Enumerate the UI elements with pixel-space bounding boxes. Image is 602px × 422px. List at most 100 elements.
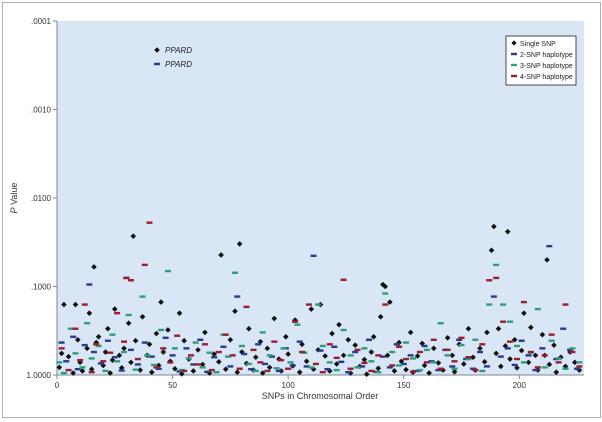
data-point bbox=[179, 371, 185, 377]
legend-marker bbox=[511, 40, 517, 46]
data-point bbox=[430, 338, 437, 341]
data-point bbox=[123, 276, 130, 280]
data-point bbox=[153, 366, 160, 369]
data-point bbox=[368, 360, 375, 363]
data-point bbox=[527, 350, 534, 354]
legend: Single SNP 2-SNP haplotype 3-SNP haplotype… bbox=[505, 35, 577, 86]
data-point bbox=[574, 367, 581, 370]
data-point bbox=[472, 338, 479, 341]
x-tick-label: 0 bbox=[55, 381, 60, 390]
data-point bbox=[139, 295, 146, 298]
data-point bbox=[202, 329, 208, 336]
data-point bbox=[345, 336, 352, 343]
data-point bbox=[148, 369, 155, 376]
data-point bbox=[61, 301, 67, 308]
data-point bbox=[171, 347, 178, 350]
data-point bbox=[470, 354, 476, 361]
data-point bbox=[481, 359, 488, 365]
data-point bbox=[271, 315, 278, 322]
data-point bbox=[172, 365, 178, 372]
data-point bbox=[248, 368, 255, 371]
data-point bbox=[361, 356, 368, 363]
data-point bbox=[426, 370, 432, 376]
data-point bbox=[100, 360, 107, 363]
data-point bbox=[215, 350, 222, 354]
data-point bbox=[257, 361, 264, 364]
data-point bbox=[243, 305, 250, 309]
data-point bbox=[250, 348, 257, 352]
legend-label: Single SNP bbox=[520, 41, 556, 48]
data-point bbox=[444, 348, 451, 352]
data-point bbox=[491, 223, 497, 230]
data-point bbox=[329, 330, 335, 337]
data-point bbox=[347, 354, 354, 357]
data-point bbox=[93, 343, 100, 346]
data-point bbox=[423, 361, 430, 364]
data-point bbox=[493, 276, 500, 280]
data-point bbox=[139, 314, 146, 320]
series-3 bbox=[58, 221, 583, 374]
data-point bbox=[201, 343, 208, 346]
data-point bbox=[513, 344, 520, 348]
data-point bbox=[255, 343, 262, 346]
data-point bbox=[127, 348, 134, 352]
x-tick-label: 150 bbox=[397, 381, 411, 390]
data-point bbox=[326, 368, 333, 374]
data-point bbox=[502, 343, 509, 349]
data-point bbox=[88, 371, 95, 374]
data-point bbox=[333, 361, 340, 367]
data-point bbox=[345, 371, 352, 374]
x-tick-label: 100 bbox=[281, 381, 295, 390]
data-point bbox=[197, 338, 204, 341]
data-point bbox=[181, 369, 188, 373]
data-point bbox=[548, 339, 555, 342]
data-point bbox=[539, 347, 546, 350]
data-point bbox=[338, 360, 345, 364]
annotation-marker bbox=[154, 47, 160, 53]
data-point bbox=[236, 241, 243, 247]
data-point bbox=[486, 303, 493, 306]
data-point bbox=[571, 359, 578, 366]
data-point bbox=[553, 369, 560, 376]
data-point bbox=[225, 355, 232, 358]
data-point bbox=[421, 362, 428, 369]
data-point bbox=[148, 355, 155, 358]
data-point bbox=[190, 363, 197, 366]
data-point bbox=[370, 333, 377, 340]
data-point bbox=[407, 329, 414, 336]
data-point bbox=[361, 347, 368, 350]
data-point bbox=[114, 360, 121, 363]
data-point bbox=[303, 358, 310, 365]
data-point bbox=[488, 247, 495, 254]
data-point bbox=[155, 367, 162, 370]
data-point bbox=[465, 357, 472, 361]
data-point bbox=[280, 347, 287, 350]
data-point bbox=[206, 370, 213, 376]
data-point bbox=[116, 352, 123, 359]
data-point bbox=[231, 271, 238, 274]
data-point bbox=[239, 349, 245, 355]
data-point bbox=[130, 233, 137, 239]
data-point bbox=[134, 357, 141, 361]
data-point bbox=[109, 333, 116, 336]
data-point bbox=[544, 257, 550, 263]
data-point bbox=[72, 352, 79, 355]
data-point bbox=[294, 323, 301, 326]
data-point bbox=[333, 368, 340, 372]
data-point bbox=[528, 324, 534, 331]
data-point bbox=[382, 292, 389, 295]
data-point bbox=[451, 360, 458, 363]
y-tick-label: .0001 bbox=[31, 17, 52, 26]
data-point bbox=[534, 307, 541, 311]
data-point bbox=[403, 341, 410, 344]
data-point bbox=[525, 354, 532, 357]
data-point bbox=[354, 366, 361, 369]
data-point bbox=[95, 333, 102, 340]
data-point bbox=[305, 303, 312, 306]
data-point bbox=[121, 345, 127, 352]
data-point bbox=[576, 367, 583, 373]
legend-label: 3-SNP haplotype bbox=[520, 63, 573, 70]
data-point bbox=[236, 367, 243, 370]
data-point bbox=[562, 367, 569, 370]
data-point bbox=[551, 342, 557, 348]
